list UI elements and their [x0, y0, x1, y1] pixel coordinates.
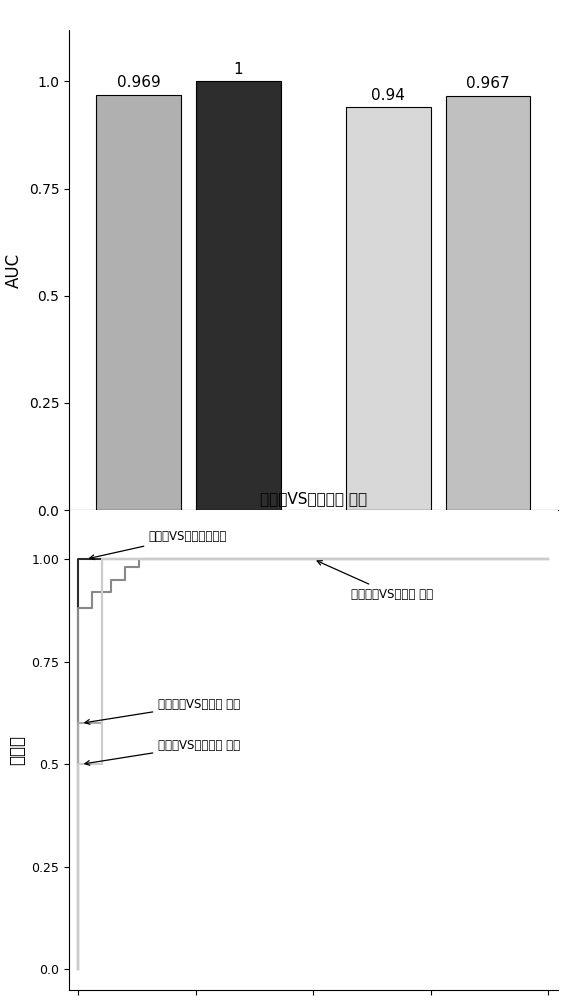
Bar — [346, 107, 431, 510]
Bar — [196, 81, 281, 510]
Text: 0.969: 0.969 — [117, 75, 160, 90]
Y-axis label: AUC: AUC — [5, 252, 23, 288]
Text: 组织: 组织 — [179, 562, 198, 578]
Text: 组织:浸润性
VS非浸润性: 组织:浸润性 VS非浸润性 — [215, 669, 262, 697]
Text: 尿液:肘瘾患者
VS正常人: 尿液:肘瘾患者 VS正常人 — [363, 669, 413, 697]
Text: 肘瘾患者VS正常人 组织: 肘瘾患者VS正常人 组织 — [317, 561, 433, 601]
Title: 浸润性VS非浸润性 组织: 浸润性VS非浸润性 组织 — [260, 491, 367, 506]
Bar — [446, 96, 530, 510]
Y-axis label: 灵敏度: 灵敏度 — [7, 735, 26, 765]
Text: 尿液:浸润性
VS非浸润性: 尿液:浸润性 VS非浸润性 — [465, 669, 511, 697]
Text: 组织:肘瘾患者
VS正常人: 组织:肘瘾患者 VS正常人 — [114, 669, 163, 697]
Text: 0.94: 0.94 — [371, 88, 405, 103]
Bar — [97, 95, 181, 510]
Text: 浸润性VS非浸润性 尿液: 浸润性VS非浸润性 尿液 — [85, 739, 240, 765]
Text: 浸润性VS非浸润性组织: 浸润性VS非浸润性组织 — [90, 530, 227, 560]
Text: 尿液: 尿液 — [429, 562, 447, 578]
Bar — [341, 544, 535, 596]
Bar — [91, 544, 286, 596]
Text: 1: 1 — [234, 62, 243, 77]
Text: 肘瘾患者VS正常人 尿液: 肘瘾患者VS正常人 尿液 — [85, 698, 240, 724]
Text: 0.967: 0.967 — [466, 76, 510, 91]
